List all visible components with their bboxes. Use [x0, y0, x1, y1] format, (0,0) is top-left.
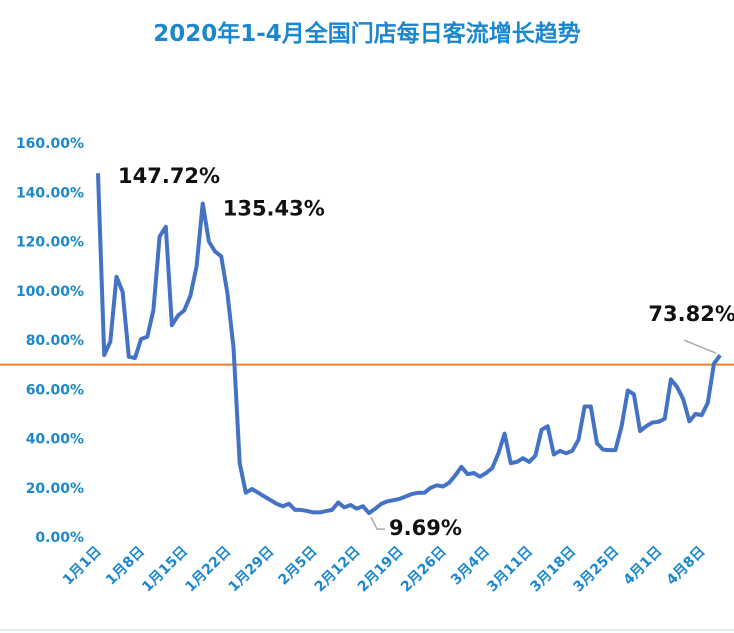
- y-tick-label: 100.00%: [16, 284, 84, 300]
- x-tick-label: 2月12日: [312, 544, 364, 596]
- x-tick-label: 3月11日: [484, 544, 536, 596]
- y-tick-label: 0.00%: [35, 530, 84, 546]
- x-tick-label: 4月1日: [620, 544, 665, 589]
- chart-title: 2020年1-4月全国门店每日客流增长趋势: [153, 21, 581, 47]
- y-tick-label: 140.00%: [16, 185, 84, 201]
- y-tick-label: 20.00%: [26, 481, 84, 497]
- data-label: 73.82%: [648, 302, 734, 326]
- y-tick-label: 60.00%: [26, 382, 84, 398]
- leader-line: [683, 339, 717, 354]
- y-tick-label: 160.00%: [16, 136, 84, 152]
- x-tick-label: 4月8日: [664, 544, 709, 589]
- y-tick-label: 40.00%: [26, 432, 84, 448]
- x-tick-label: 1月1日: [60, 544, 105, 589]
- x-tick-label: 2月26日: [398, 544, 450, 596]
- y-tick-label: 120.00%: [16, 235, 84, 251]
- x-axis: 1月1日1月8日1月15日1月22日1月29日2月5日2月12日2月19日2月2…: [60, 544, 709, 596]
- bottom-divider: [0, 629, 734, 631]
- x-tick-label: 1月22日: [182, 544, 234, 596]
- x-tick-label: 1月29日: [226, 544, 278, 596]
- data-label: 9.69%: [389, 516, 462, 540]
- data-labels: 147.72%135.43% 9.69% 73.82%: [118, 164, 734, 540]
- y-tick-label: 80.00%: [26, 333, 84, 349]
- x-tick-label: 3月18日: [527, 544, 579, 596]
- y-axis: 0.00% 20.00% 40.00% 60.00% 80.00% 100.00% 120.…: [16, 136, 84, 546]
- data-label: 147.72%: [118, 164, 220, 188]
- series-line: [96, 173, 722, 516]
- x-tick-label: 2月19日: [355, 544, 407, 596]
- leader-line: [370, 516, 386, 530]
- data-label: 135.43%: [223, 197, 325, 221]
- x-tick-label: 1月15日: [139, 544, 191, 596]
- x-tick-label: 3月25日: [570, 544, 622, 596]
